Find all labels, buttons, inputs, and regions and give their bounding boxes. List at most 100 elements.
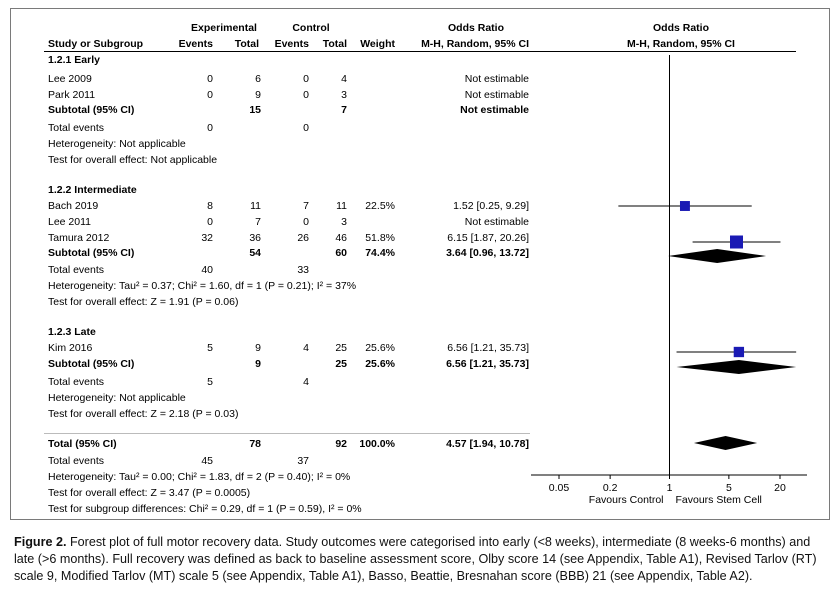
header-events-c: Events [274,38,309,50]
row-cell-te: 36 [249,232,261,244]
row-label: Subtotal (95% CI) [48,104,135,116]
pooled-diamond [667,249,767,263]
row-cell-tc: 3 [341,89,347,101]
row-cell-weight: 51.8% [365,232,395,244]
header-total-e: Total [234,38,259,50]
row-label: Lee 2011 [48,216,92,228]
row-cell-tc: 92 [335,438,347,450]
row-cell-weight: 25.6% [365,342,395,354]
row-label: Test for subgroup differences: Chi² = 0.… [48,503,362,515]
row-label: Test for overall effect: Z = 3.47 (P = 0… [48,487,251,499]
row-cell-ec: 7 [303,200,309,212]
row-cell-ee: 8 [207,200,213,212]
row-cell-ee: 5 [207,376,213,388]
row-label: Total events [48,122,105,134]
row-cell-te: 78 [249,438,261,450]
row-label: Subtotal (95% CI) [48,247,135,259]
row-cell-ci: 4.57 [1.94, 10.78] [446,438,529,450]
row-cell-ec: 4 [303,342,309,354]
header-study: Study or Subgroup [48,38,144,50]
header-weight: Weight [360,38,395,50]
row-cell-ee: 5 [207,342,213,354]
row-label: Test for overall effect: Z = 2.18 (P = 0… [48,408,239,420]
row-cell-tc: 7 [341,104,347,116]
row-label: 1.2.3 Late [48,326,96,338]
row-cell-ec: 26 [297,232,309,244]
row-cell-te: 9 [255,342,261,354]
row-cell-te: 15 [249,104,261,116]
row-label: Park 2011 [48,89,96,101]
header-experimental: Experimental [191,22,257,34]
row-cell-ee: 0 [207,122,213,134]
study-square [730,235,743,249]
row-cell-ci: 6.56 [1.21, 35.73] [446,358,529,370]
row-label: Total events [48,455,105,467]
row-cell-ee: 0 [207,216,213,228]
figure-caption: Figure 2. Forest plot of full motor reco… [14,534,826,585]
header-control: Control [292,22,330,34]
row-cell-ci: Not estimable [464,89,529,101]
row-cell-ci: 6.15 [1.87, 20.26] [447,232,529,244]
row-label: Lee 2009 [48,73,92,85]
x-tick-label: 20 [774,482,786,494]
row-cell-tc: 46 [335,232,347,244]
caption-label: Figure 2. [14,535,67,549]
header-events-e: Events [178,38,213,50]
row-label: Heterogeneity: Not applicable [48,392,186,404]
row-cell-weight: 100.0% [359,438,395,450]
row-cell-ec: 0 [303,216,309,228]
header-total-c: Total [322,38,347,50]
row-cell-ec: 0 [303,73,309,85]
header-odds-ratio-left: Odds Ratio [447,22,504,34]
favours-right-label: Favours Stem Cell [676,494,762,506]
header-method-right: M-H, Random, 95% CI [627,38,735,50]
row-cell-te: 54 [249,247,261,259]
row-cell-ec: 0 [303,89,309,101]
row-label: Subtotal (95% CI) [48,358,135,370]
x-tick-label: 5 [726,482,732,494]
total-separator [44,433,530,434]
row-label: 1.2.1 Early [48,54,100,66]
row-cell-tc: 4 [341,73,347,85]
row-label: Total (95% CI) [48,438,117,450]
row-cell-te: 9 [255,358,261,370]
row-cell-tc: 60 [335,247,347,259]
favours-left-label: Favours Control [589,494,664,506]
row-label: Total events [48,264,105,276]
row-cell-ec: 37 [297,455,309,467]
header-rule [44,51,796,52]
row-cell-ec: 0 [303,122,309,134]
row-cell-ee: 0 [207,73,213,85]
row-cell-te: 6 [255,73,261,85]
row-label: Bach 2019 [48,200,99,212]
row-cell-ee: 32 [201,232,213,244]
pooled-diamond [693,436,758,450]
row-cell-ci: Not estimable [460,104,529,116]
row-cell-tc: 25 [335,342,347,354]
row-cell-weight: 25.6% [365,358,395,370]
row-cell-ci: 6.56 [1.21, 35.73] [447,342,529,354]
study-square [733,346,745,358]
row-cell-ci: Not estimable [464,73,529,85]
row-cell-ee: 0 [207,89,213,101]
header-method-left: M-H, Random, 95% CI [421,38,529,50]
row-cell-ec: 4 [303,376,309,388]
row-label: Kim 2016 [48,342,93,354]
row-label: Tamura 2012 [48,232,110,244]
row-label: Test for overall effect: Z = 1.91 (P = 0… [48,296,239,308]
row-cell-tc: 3 [341,216,347,228]
row-cell-ee: 45 [201,455,213,467]
row-cell-ci: 3.64 [0.96, 13.72] [446,247,529,259]
forest-plot-panel: Experimental Control Odds Ratio Odds Rat… [10,8,830,520]
row-cell-weight: 74.4% [365,247,395,259]
row-cell-te: 11 [250,200,261,212]
row-cell-tc: 11 [336,200,347,212]
row-label: Heterogeneity: Tau² = 0.37; Chi² = 1.60,… [48,280,357,292]
forest-plot-chart: 0.05 0.2 1 5 20 Favours Control Favours Stem C… [531,55,807,506]
x-tick-label: 0.05 [549,482,570,494]
pooled-diamond [676,360,797,374]
header-odds-ratio-right: Odds Ratio [652,22,709,34]
caption-text: Forest plot of full motor recovery data.… [14,535,817,583]
row-cell-ci: 1.52 [0.25, 9.29] [453,200,529,212]
row-cell-ec: 33 [297,264,309,276]
